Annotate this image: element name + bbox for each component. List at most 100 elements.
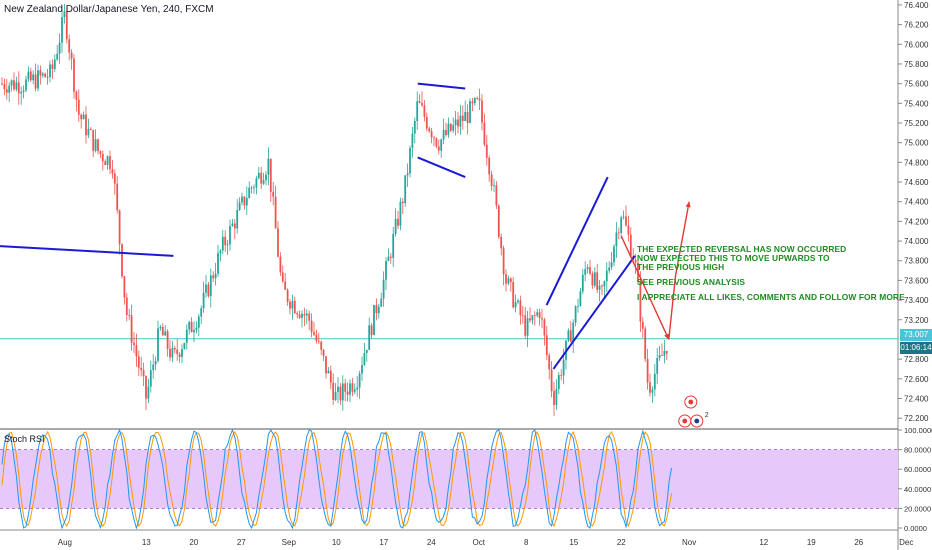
candle-body bbox=[370, 325, 373, 336]
candle-body bbox=[449, 123, 452, 131]
time-axis[interactable]: Aug132027Sep101724Oct81522Nov121926Dec10… bbox=[58, 538, 932, 547]
projection-arrow-segment[interactable] bbox=[674, 201, 690, 276]
candle-body bbox=[428, 128, 431, 132]
candle-body bbox=[265, 174, 267, 181]
projection-arrow-segment[interactable] bbox=[634, 265, 670, 340]
projection-arrowhead bbox=[664, 333, 669, 340]
candle-body bbox=[130, 315, 133, 343]
candle-body bbox=[87, 128, 90, 136]
candle-body bbox=[502, 248, 505, 275]
candle-body bbox=[401, 201, 404, 204]
time-tick-label: Dec bbox=[899, 538, 913, 547]
candle-body bbox=[404, 175, 407, 204]
candle-body bbox=[250, 187, 253, 189]
candle-body bbox=[94, 139, 97, 151]
rsi-tick-label: 0.0000 bbox=[904, 524, 927, 533]
candle-body bbox=[358, 373, 361, 388]
candle-body bbox=[646, 359, 649, 383]
price-axis[interactable]: 76.400 76.200 76.000 75.800 75.600 75.400 75.2… bbox=[898, 1, 929, 423]
trendline[interactable] bbox=[552, 255, 636, 370]
annotation-line-5: I APPRECIATE ALL LIKES, COMMENTS AND FOL… bbox=[637, 292, 905, 302]
drawing-overlay[interactable]: 2 bbox=[0, 82, 709, 428]
trendline[interactable] bbox=[417, 156, 466, 179]
candle-body bbox=[224, 236, 227, 246]
trendline[interactable] bbox=[545, 176, 609, 306]
candle-body bbox=[493, 185, 495, 187]
candle-body bbox=[447, 123, 450, 135]
candle-body bbox=[27, 71, 30, 80]
candle-body bbox=[653, 373, 656, 390]
candle-body bbox=[553, 391, 555, 405]
candle-body bbox=[56, 53, 59, 60]
price-tick-label: 75.000 bbox=[904, 139, 929, 148]
price-tick-label: 76.000 bbox=[904, 40, 929, 49]
candle-body bbox=[248, 187, 251, 198]
trendline[interactable] bbox=[417, 82, 466, 90]
candle-body bbox=[608, 267, 611, 271]
trendline[interactable] bbox=[0, 245, 174, 257]
candle-body bbox=[442, 129, 445, 140]
price-tick-label: 72.200 bbox=[904, 414, 929, 423]
annotation-line-2: NOW EXPECTED THIS TO MOVE UPWARDS TO bbox=[637, 253, 830, 263]
stoch-rsi-axis[interactable]: 100.0000 80.0000 60.0000 40.0000 20.0000 0.00… bbox=[898, 426, 932, 533]
candle-body bbox=[13, 80, 15, 90]
candle-body bbox=[406, 173, 409, 176]
candle-body bbox=[149, 370, 152, 387]
candle-body bbox=[464, 111, 467, 122]
price-pane[interactable] bbox=[0, 0, 899, 550]
candle-body bbox=[205, 284, 207, 293]
candle-body bbox=[620, 217, 623, 234]
stoch-rsi-label: Stoch RSI bbox=[4, 434, 45, 444]
candle-body bbox=[267, 158, 270, 175]
candle-body bbox=[152, 364, 155, 371]
candle-body bbox=[284, 281, 287, 290]
candle-body bbox=[421, 102, 423, 106]
candle-body bbox=[346, 391, 349, 395]
candle-body bbox=[289, 301, 291, 309]
projection-arrow-segment[interactable] bbox=[668, 275, 677, 340]
candle-body bbox=[142, 370, 145, 377]
candle-body bbox=[257, 172, 260, 179]
candle-body bbox=[356, 387, 359, 390]
candle-body bbox=[301, 313, 303, 318]
candle-body bbox=[610, 262, 613, 268]
price-tick-label: 72.400 bbox=[904, 394, 929, 403]
candle-body bbox=[641, 321, 644, 329]
candle-body bbox=[164, 331, 167, 336]
price-tick-label: 74.600 bbox=[904, 178, 929, 187]
candle-body bbox=[291, 300, 294, 309]
candle-body bbox=[567, 330, 570, 341]
candle-body bbox=[577, 305, 579, 307]
candle-body bbox=[159, 326, 162, 329]
candle-body bbox=[279, 256, 282, 273]
annotation-line-1: THE EXPECTED REVERSAL HAS NOW OCCURRED bbox=[637, 244, 847, 254]
time-tick-label: 19 bbox=[807, 538, 816, 547]
candle-body bbox=[658, 355, 661, 359]
candle-body bbox=[569, 330, 572, 342]
candle-body bbox=[221, 236, 224, 251]
candle-body bbox=[128, 315, 131, 316]
candle-body bbox=[512, 281, 515, 308]
candle-body bbox=[308, 313, 311, 321]
stoch-rsi-pane[interactable] bbox=[0, 428, 898, 530]
candle-body bbox=[178, 354, 181, 357]
candle-body bbox=[80, 114, 83, 120]
candle-body bbox=[313, 332, 315, 335]
candle-body bbox=[281, 272, 284, 282]
candle-body bbox=[373, 305, 375, 336]
candle-body bbox=[557, 375, 560, 390]
projection-arrow-segment[interactable] bbox=[620, 235, 636, 266]
candle-body bbox=[550, 369, 553, 392]
price-tick-label: 73.200 bbox=[904, 316, 929, 325]
candle-body bbox=[226, 244, 229, 246]
candle-body bbox=[591, 273, 594, 286]
candle-body bbox=[483, 122, 486, 145]
candle-body bbox=[293, 300, 296, 314]
candle-body bbox=[629, 234, 632, 257]
candle-body bbox=[243, 196, 246, 206]
candle-body bbox=[73, 58, 75, 92]
event-marker-dot bbox=[694, 418, 700, 424]
time-tick-label: Sep bbox=[282, 538, 297, 547]
candle-body bbox=[589, 267, 591, 274]
